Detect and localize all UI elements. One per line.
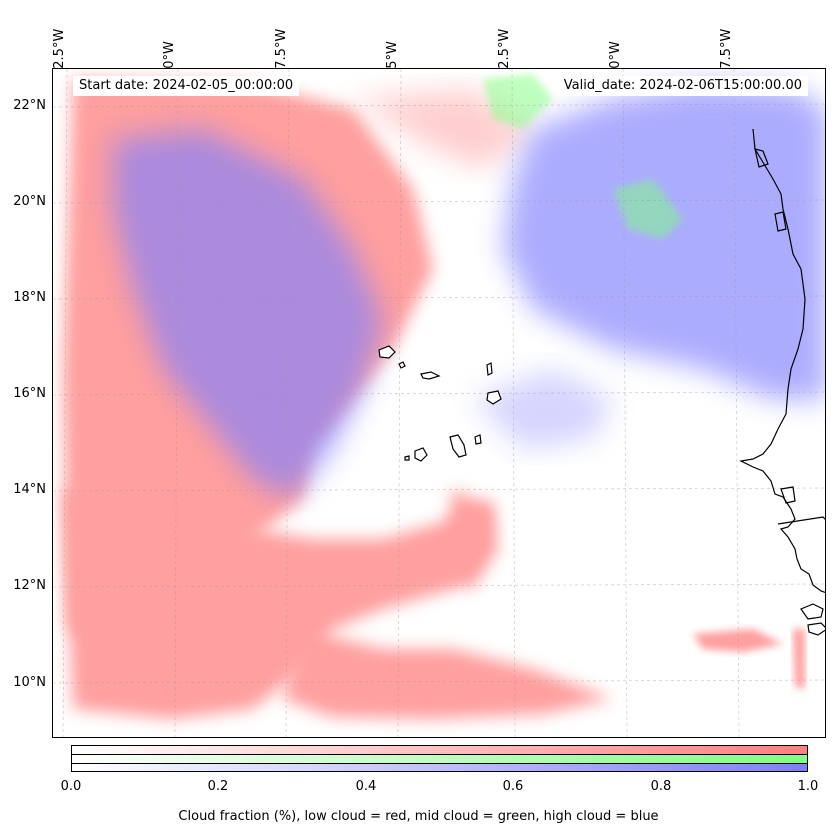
valid-date-label: Valid_date: 2024-02-06T15:00:00.00 bbox=[557, 76, 808, 96]
island-sao-nicolau bbox=[420, 371, 441, 380]
colorbar-tick-0.0: 0.0 bbox=[60, 779, 82, 794]
island-boa-vista bbox=[486, 390, 502, 405]
colorbar-tick-1.0: 1.0 bbox=[797, 779, 819, 794]
colorbar-low-cloud-band bbox=[72, 746, 807, 755]
island-brava bbox=[404, 455, 410, 461]
mid-cloud-layer bbox=[483, 74, 683, 239]
high-cloud-layer bbox=[113, 84, 825, 499]
colorbar-caption: Cloud fraction (%), low cloud = red, mid… bbox=[178, 809, 659, 824]
colorbar bbox=[71, 745, 808, 772]
map-panel[interactable]: Start date: 2024-02-05_00:00:00 Valid_da… bbox=[52, 68, 826, 738]
colorbar-high-cloud-band bbox=[72, 764, 807, 771]
lat-label-14n: 14°N bbox=[13, 482, 46, 497]
colorbar-tick-0.8: 0.8 bbox=[650, 779, 672, 794]
island-fogo bbox=[414, 447, 428, 462]
lat-label-16n: 16°N bbox=[13, 386, 46, 401]
island-santiago bbox=[449, 434, 467, 458]
island-maio bbox=[474, 434, 482, 445]
start-date-label: Start date: 2024-02-05_00:00:00 bbox=[73, 76, 300, 96]
lat-label-10n: 10°N bbox=[13, 675, 46, 690]
island-sal bbox=[486, 362, 493, 376]
colorbar-tick-0.2: 0.2 bbox=[207, 779, 229, 794]
lat-label-22n: 22°N bbox=[13, 98, 46, 113]
island-santo-antao bbox=[378, 345, 396, 359]
colorbar-tick-0.4: 0.4 bbox=[355, 779, 377, 794]
colorbar-tick-0.6: 0.6 bbox=[502, 779, 524, 794]
lat-label-20n: 20°N bbox=[13, 194, 46, 209]
colorbar-mid-cloud-band bbox=[72, 755, 807, 764]
africa-coastline bbox=[739, 128, 825, 636]
cloud-map bbox=[53, 69, 825, 737]
island-sao-vicente bbox=[398, 361, 406, 369]
lat-label-12n: 12°N bbox=[13, 578, 46, 593]
gridlines bbox=[53, 69, 825, 737]
lat-label-18n: 18°N bbox=[13, 290, 46, 305]
cape-verde-islands bbox=[378, 345, 502, 462]
